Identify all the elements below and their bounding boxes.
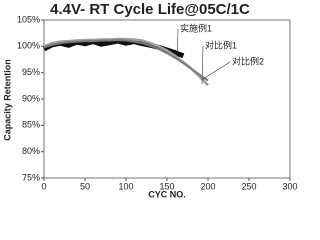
chart-title: 4.4V- RT Cycle Life@05C/1C: [50, 1, 250, 18]
x-tick-label: 200: [200, 181, 215, 191]
y-tick-label: 95%: [22, 67, 40, 77]
x-tick-label: 50: [80, 181, 90, 191]
y-tick-label: 90%: [22, 93, 40, 103]
x-axis-title: CYC NO.: [148, 189, 186, 199]
series-label: 实施例1: [180, 22, 212, 33]
x-tick-label: 300: [282, 181, 297, 191]
x-tick-label: 100: [118, 181, 133, 191]
series-label: 对比例2: [232, 55, 264, 66]
y-tick-label: 75%: [22, 172, 40, 182]
y-tick-label: 85%: [22, 120, 40, 130]
x-tick-label: 250: [241, 181, 256, 191]
label-leader: [177, 28, 179, 55]
y-tick-label: 105%: [17, 14, 40, 24]
series-line: [43, 39, 209, 82]
chart: 4.4V- RT Cycle Life@05C/1C Capacity Rete…: [2, 1, 297, 199]
label-leader: [201, 45, 204, 85]
y-tick-label: 100%: [17, 41, 40, 51]
y-tick-label: 80%: [22, 146, 40, 156]
x-tick-label: 150: [159, 181, 174, 191]
series-line: [43, 37, 209, 87]
series-label: 对比例1: [205, 39, 237, 50]
label-leader: [201, 61, 231, 80]
y-axis-title: Capacity Retention: [2, 59, 12, 141]
x-tick-label: 0: [41, 181, 46, 191]
